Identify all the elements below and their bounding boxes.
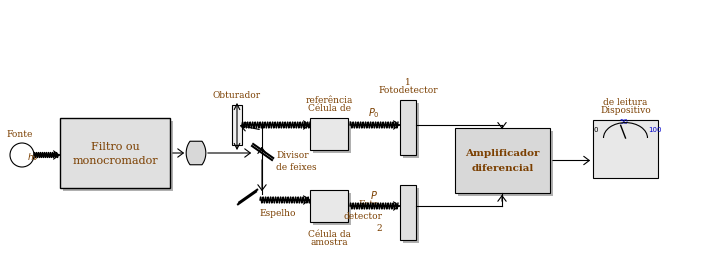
Text: Fonte: Fonte: [7, 130, 33, 139]
Bar: [458, 131, 553, 196]
Text: Filtro ou: Filtro ou: [90, 142, 139, 152]
Text: monocromador: monocromador: [72, 156, 158, 166]
Text: $P_0$: $P_0$: [368, 106, 380, 120]
Polygon shape: [186, 141, 206, 165]
Bar: [403, 103, 419, 158]
Text: 100: 100: [648, 127, 662, 133]
Bar: [455, 128, 550, 193]
Bar: [593, 120, 658, 178]
Text: 1: 1: [405, 78, 411, 87]
Text: referência: referência: [306, 96, 353, 105]
Text: Foto-: Foto-: [358, 200, 382, 209]
Text: detector: detector: [343, 212, 382, 221]
Text: Divisor: Divisor: [276, 152, 308, 161]
Bar: [403, 188, 419, 243]
Text: 0: 0: [594, 127, 598, 133]
Bar: [310, 118, 348, 150]
Text: Célula da: Célula da: [308, 230, 350, 239]
Text: Dispositivo: Dispositivo: [600, 106, 651, 115]
Text: 2: 2: [376, 224, 382, 233]
Circle shape: [10, 143, 34, 167]
Bar: [400, 185, 416, 240]
Text: $P$: $P$: [370, 189, 378, 201]
Text: $h\nu$: $h\nu$: [27, 152, 39, 163]
Text: Amplificador: Amplificador: [465, 149, 540, 158]
Text: Fotodetector: Fotodetector: [378, 86, 438, 95]
Bar: [60, 118, 170, 188]
Bar: [63, 121, 173, 191]
Bar: [400, 100, 416, 155]
Text: Célula de: Célula de: [308, 104, 350, 113]
Text: Espelho: Espelho: [259, 208, 296, 217]
Text: de feixes: de feixes: [276, 163, 317, 171]
Text: 50: 50: [619, 119, 628, 125]
Bar: [313, 193, 351, 225]
Text: diferencial: diferencial: [471, 164, 533, 173]
Bar: [232, 105, 242, 145]
Text: Obturador: Obturador: [213, 91, 261, 100]
Bar: [313, 121, 351, 153]
Text: de leitura: de leitura: [604, 98, 648, 107]
Text: amostra: amostra: [310, 238, 348, 247]
Bar: [310, 190, 348, 222]
